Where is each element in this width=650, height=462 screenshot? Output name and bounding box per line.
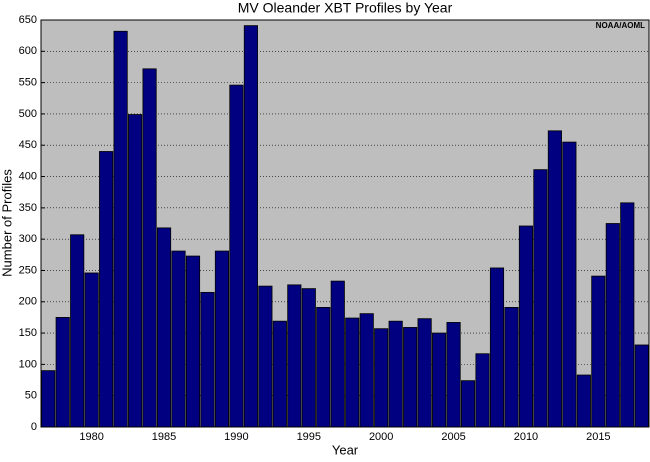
bar bbox=[55, 317, 70, 428]
bar bbox=[171, 250, 186, 428]
y-tick-label: 250 bbox=[19, 264, 37, 276]
y-tick-label: 150 bbox=[19, 327, 37, 339]
x-tick-label: 2000 bbox=[369, 431, 393, 443]
x-tick-label: 2015 bbox=[586, 431, 610, 443]
bar bbox=[316, 307, 331, 428]
bar bbox=[229, 84, 244, 428]
bar bbox=[287, 284, 302, 428]
bar bbox=[99, 151, 114, 428]
y-tick-label: 200 bbox=[19, 296, 37, 308]
bar bbox=[533, 169, 548, 428]
bar bbox=[634, 344, 649, 428]
bar bbox=[518, 225, 534, 428]
bar bbox=[258, 285, 273, 428]
x-tick-label: 2010 bbox=[514, 431, 538, 443]
bar bbox=[301, 288, 316, 428]
bar bbox=[243, 25, 258, 428]
x-tick-label: 1990 bbox=[224, 431, 248, 443]
y-tick-label: 400 bbox=[19, 170, 37, 182]
bar bbox=[388, 320, 403, 428]
y-tick-label: 100 bbox=[19, 358, 37, 370]
y-tick-label: 300 bbox=[19, 233, 37, 245]
bar bbox=[620, 202, 635, 428]
bar bbox=[214, 250, 230, 428]
x-axis-label: Year bbox=[332, 442, 359, 457]
y-axis-label: Number of Profiles bbox=[0, 169, 14, 277]
bar bbox=[142, 68, 157, 428]
y-tick-label: 600 bbox=[19, 45, 37, 57]
bar bbox=[330, 280, 345, 428]
bar bbox=[113, 30, 128, 428]
bar bbox=[185, 255, 201, 428]
bar bbox=[403, 327, 418, 428]
bar bbox=[84, 272, 99, 428]
bar bbox=[374, 328, 389, 428]
annotation: NOAA/AOML bbox=[596, 21, 645, 30]
bar bbox=[417, 318, 432, 428]
x-tick-label: 1980 bbox=[79, 431, 103, 443]
bar bbox=[489, 267, 505, 428]
chart-title: MV Oleander XBT Profiles by Year bbox=[238, 0, 453, 16]
bar bbox=[345, 317, 360, 428]
y-tick-label: 50 bbox=[25, 390, 37, 402]
plot-background bbox=[41, 20, 649, 427]
bar bbox=[446, 322, 461, 428]
x-tick-label: 1995 bbox=[297, 431, 321, 443]
x-tick-label: 2005 bbox=[441, 431, 465, 443]
bar bbox=[432, 332, 447, 428]
bar bbox=[562, 141, 577, 428]
bar bbox=[41, 370, 56, 428]
bar bbox=[70, 234, 85, 428]
bar bbox=[605, 223, 620, 428]
plot-frame bbox=[40, 19, 650, 428]
y-tick-label: 500 bbox=[19, 108, 37, 120]
bar bbox=[475, 353, 490, 428]
y-tick-label: 550 bbox=[19, 77, 37, 89]
y-tick-label: 350 bbox=[19, 202, 37, 214]
bar bbox=[200, 291, 215, 428]
bar bbox=[591, 275, 606, 428]
y-tick-label: 450 bbox=[19, 139, 37, 151]
x-tick-label: 1985 bbox=[152, 431, 176, 443]
bar bbox=[504, 307, 519, 428]
bar bbox=[272, 320, 287, 428]
bar bbox=[128, 114, 143, 428]
bar bbox=[359, 313, 374, 428]
y-tick-label: 650 bbox=[19, 14, 37, 26]
bar bbox=[156, 227, 172, 428]
bar bbox=[460, 380, 476, 428]
y-tick-label: 0 bbox=[31, 421, 37, 433]
bar bbox=[576, 374, 591, 428]
bar bbox=[547, 130, 562, 428]
